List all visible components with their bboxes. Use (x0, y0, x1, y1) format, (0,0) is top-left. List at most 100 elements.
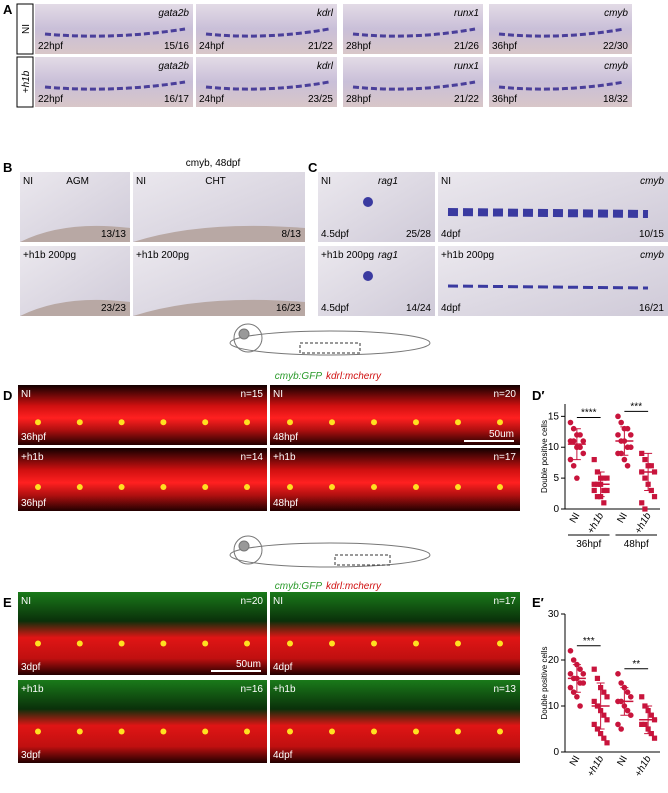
fluorescence-image (270, 680, 520, 763)
fluorescence-image (270, 385, 520, 445)
dot (591, 456, 597, 463)
ish-image (343, 4, 483, 54)
ratio-label: 23/23 (101, 303, 126, 314)
panel-label: A (3, 2, 13, 17)
dot (618, 726, 624, 732)
stage-label: 4.5dpf (321, 303, 349, 314)
staining (205, 27, 330, 38)
gfp-cell (118, 640, 125, 647)
gfp-cell (118, 484, 125, 491)
gfp-cell (202, 484, 209, 491)
ish-image (438, 246, 668, 316)
panel-label: E′ (532, 595, 544, 610)
stage-label: 28hpf (346, 94, 371, 105)
ish-image (318, 246, 435, 316)
fluorescence-image (18, 592, 267, 675)
staining (498, 80, 625, 91)
ratio-label: 22/30 (603, 41, 628, 52)
dot (591, 487, 597, 494)
ratio-label: 16/21 (639, 303, 664, 314)
dot (604, 717, 610, 723)
ratio-label: 23/25 (308, 94, 333, 105)
sd-bar (644, 452, 653, 491)
dot (651, 735, 658, 741)
significance-label: *** (630, 401, 642, 412)
ratio-label: 13/13 (101, 229, 126, 240)
dot (580, 671, 587, 677)
scale-label: 50um (489, 429, 514, 440)
dot (627, 444, 634, 451)
dot (591, 721, 597, 727)
gfp-cell (371, 640, 377, 647)
sd-bar (620, 426, 629, 456)
stage-label: 4dpf (441, 303, 461, 314)
gfp-cell (118, 419, 125, 426)
dot (601, 500, 607, 506)
dot (615, 413, 621, 420)
dot (615, 432, 621, 438)
gfp-cell (160, 728, 167, 735)
yolk (133, 225, 305, 242)
tag-label: +h1b 200pg (23, 250, 76, 261)
y-tick-label: 0 (553, 747, 559, 758)
gfp-cell (202, 640, 209, 647)
stage-label: 28hpf (346, 41, 371, 52)
gfp-cell (497, 640, 503, 647)
gfp-cell (244, 728, 250, 735)
dot (618, 419, 624, 426)
gfp-cell (287, 484, 293, 491)
stage-label: 4.5dpf (321, 229, 349, 240)
dot (577, 432, 583, 438)
y-tick-label: 5 (553, 473, 559, 484)
dot (618, 680, 624, 686)
stage-label: 22hpf (38, 94, 63, 105)
y-tick-label: 15 (548, 411, 560, 422)
staining (498, 27, 625, 38)
gfp-cell (160, 640, 167, 647)
dot (604, 740, 610, 746)
y-tick-label: 20 (548, 655, 560, 666)
tag-label: +h1b (21, 452, 44, 463)
y-tick-label: 10 (548, 442, 560, 453)
tag-label: NI (136, 176, 146, 187)
tag-label: NI (273, 389, 283, 400)
n-label: n=14 (240, 452, 263, 463)
ratio-label: 15/16 (164, 41, 189, 52)
gfp-cell (35, 640, 41, 647)
gfp-cell (160, 419, 167, 426)
gfp-cell (118, 728, 125, 735)
staining (363, 271, 373, 281)
gfp-cell (497, 728, 503, 735)
tag-label: NI (21, 596, 31, 607)
row-label: NI (21, 24, 32, 34)
ish-image (489, 4, 632, 54)
stage-label: 3dpf (21, 662, 41, 673)
stage-label: 36hpf (21, 498, 46, 509)
dot (591, 666, 597, 672)
stage-label: 4dpf (273, 750, 293, 761)
region-label: CHT (205, 176, 226, 187)
dot (648, 463, 654, 469)
gene-label: cmyb (604, 8, 628, 19)
panel-label: D (3, 388, 12, 403)
stage-label: 22hpf (38, 41, 63, 52)
staining (352, 80, 476, 91)
scale-label: 50um (236, 659, 261, 670)
dot (601, 475, 607, 481)
tag-label: +h1b 200pg (441, 250, 494, 261)
significance-label: ** (632, 659, 640, 670)
tag-label: NI (441, 176, 451, 187)
gfp-cell (371, 484, 377, 491)
dot (577, 703, 583, 709)
ish-image (343, 57, 483, 107)
ratio-label: 21/22 (454, 94, 479, 105)
ratio-label: 18/32 (603, 94, 628, 105)
gene-label: gata2b (158, 8, 189, 19)
n-label: n=20 (240, 596, 263, 607)
sd-bar (596, 471, 605, 498)
stage-label: 24hpf (199, 41, 224, 52)
tag-label: +h1b 200pg (136, 250, 189, 261)
panel-title: cmyb, 48dpf (186, 158, 241, 169)
caption-red: kdrl:mcherry (326, 371, 382, 382)
gfp-cell (35, 419, 41, 426)
